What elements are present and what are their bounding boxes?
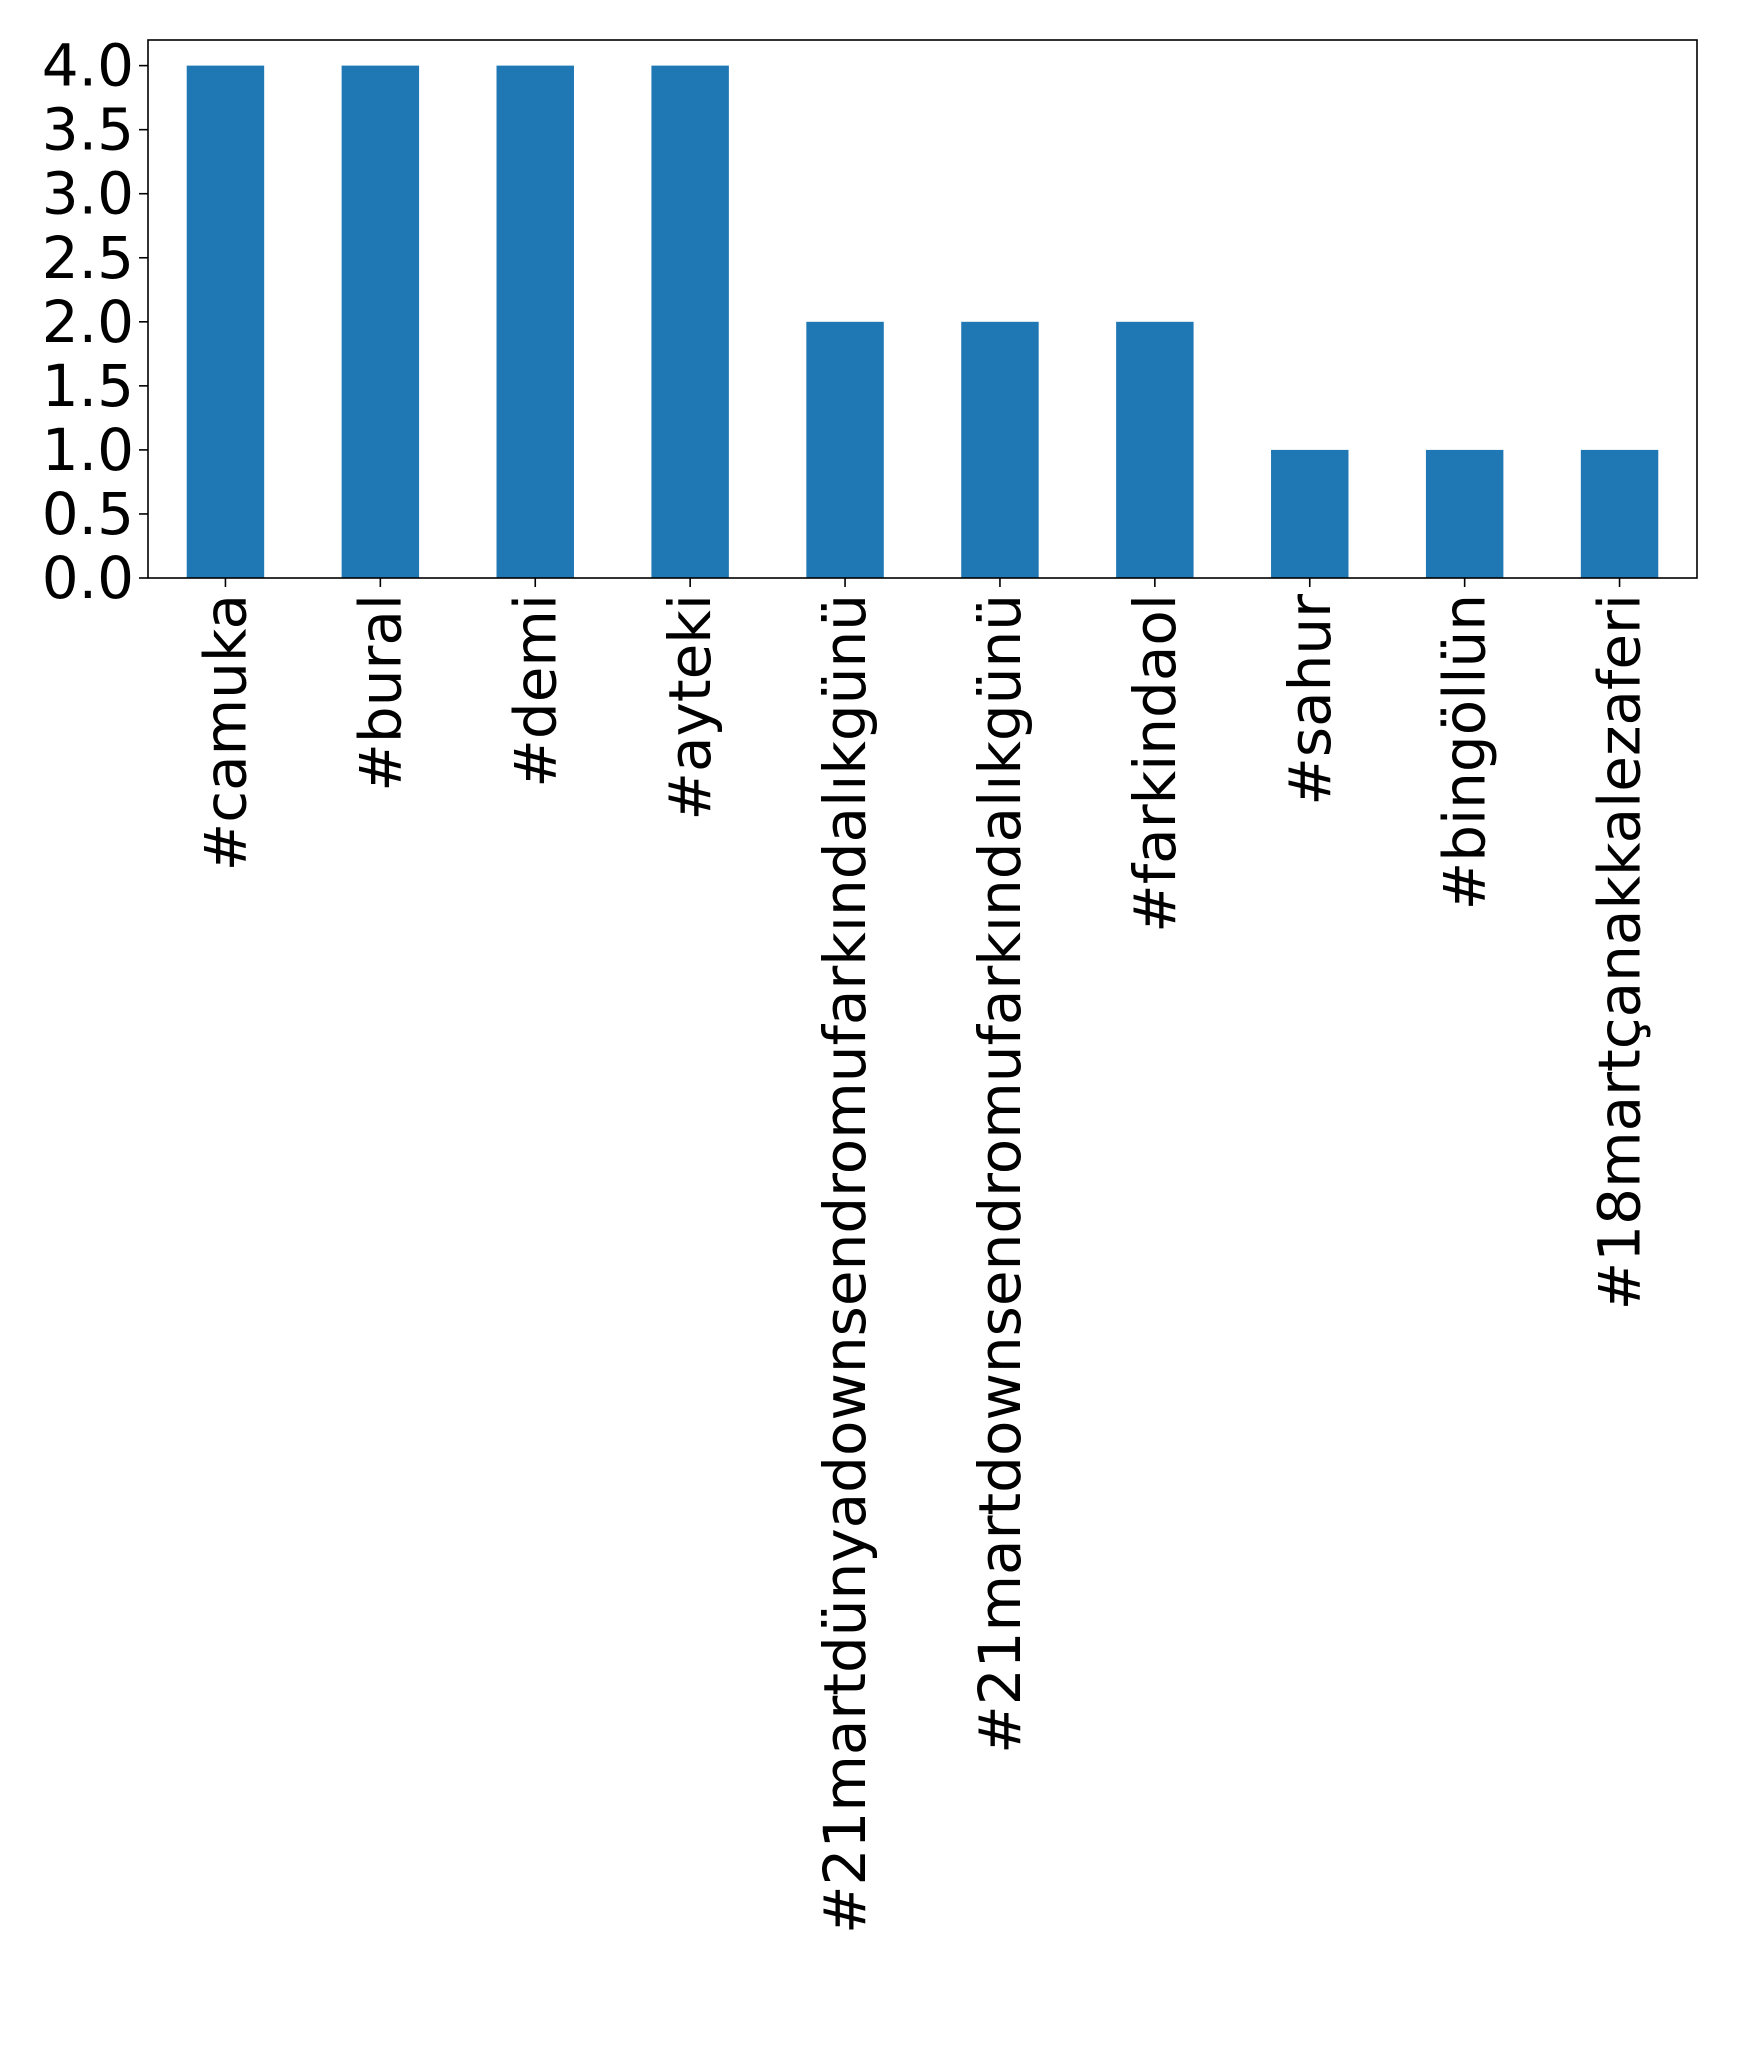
y-tick-label: 1.0 <box>42 416 134 484</box>
bar-5 <box>806 321 884 578</box>
axes-layer <box>147 39 1698 579</box>
bar-7 <box>1116 321 1194 578</box>
plot-frame <box>147 39 1698 579</box>
x-category-label: #21martdownsendromufarkındalıkgünü <box>966 594 1034 1754</box>
y-tick-label: 3.0 <box>42 160 134 228</box>
y-tick-label: 3.5 <box>42 96 134 164</box>
bar-6 <box>961 321 1039 578</box>
y-tick-label: 0.0 <box>42 544 134 612</box>
bar-10 <box>1580 449 1659 578</box>
y-tick-label: 1.5 <box>42 352 134 420</box>
bar-3 <box>496 65 574 579</box>
x-category-label: #sahur <box>1276 594 1344 806</box>
y-axis-ticks: 0.00.51.01.52.02.53.03.54.0 <box>42 32 148 612</box>
y-tick-label: 0.5 <box>42 480 134 548</box>
bar-4 <box>651 65 729 579</box>
x-category-label: #bingöllün <box>1431 594 1499 910</box>
x-category-label: #camuka <box>191 594 259 871</box>
bar-8 <box>1271 449 1349 578</box>
y-tick-label: 2.5 <box>42 224 134 292</box>
x-category-label: #farkindaol <box>1121 594 1189 933</box>
x-category-label: #ayteki <box>656 594 724 821</box>
x-category-label: #bural <box>346 594 414 792</box>
bar-2 <box>341 65 420 579</box>
x-category-label: #18martçanakkalezaferi <box>1586 594 1654 1310</box>
bar-1 <box>186 65 265 579</box>
x-category-label: #demi <box>501 594 569 788</box>
x-axis-labels: #camuka #bural #demi #ayteki #21martdünyadow… <box>191 578 1654 1934</box>
x-category-label: #21martdünyadownsendromufarkındalıkgünü <box>811 594 879 1934</box>
bar-9 <box>1425 449 1504 578</box>
bars-layer <box>186 65 1659 579</box>
y-tick-label: 4.0 <box>42 32 134 100</box>
y-tick-label: 2.0 <box>42 288 134 356</box>
